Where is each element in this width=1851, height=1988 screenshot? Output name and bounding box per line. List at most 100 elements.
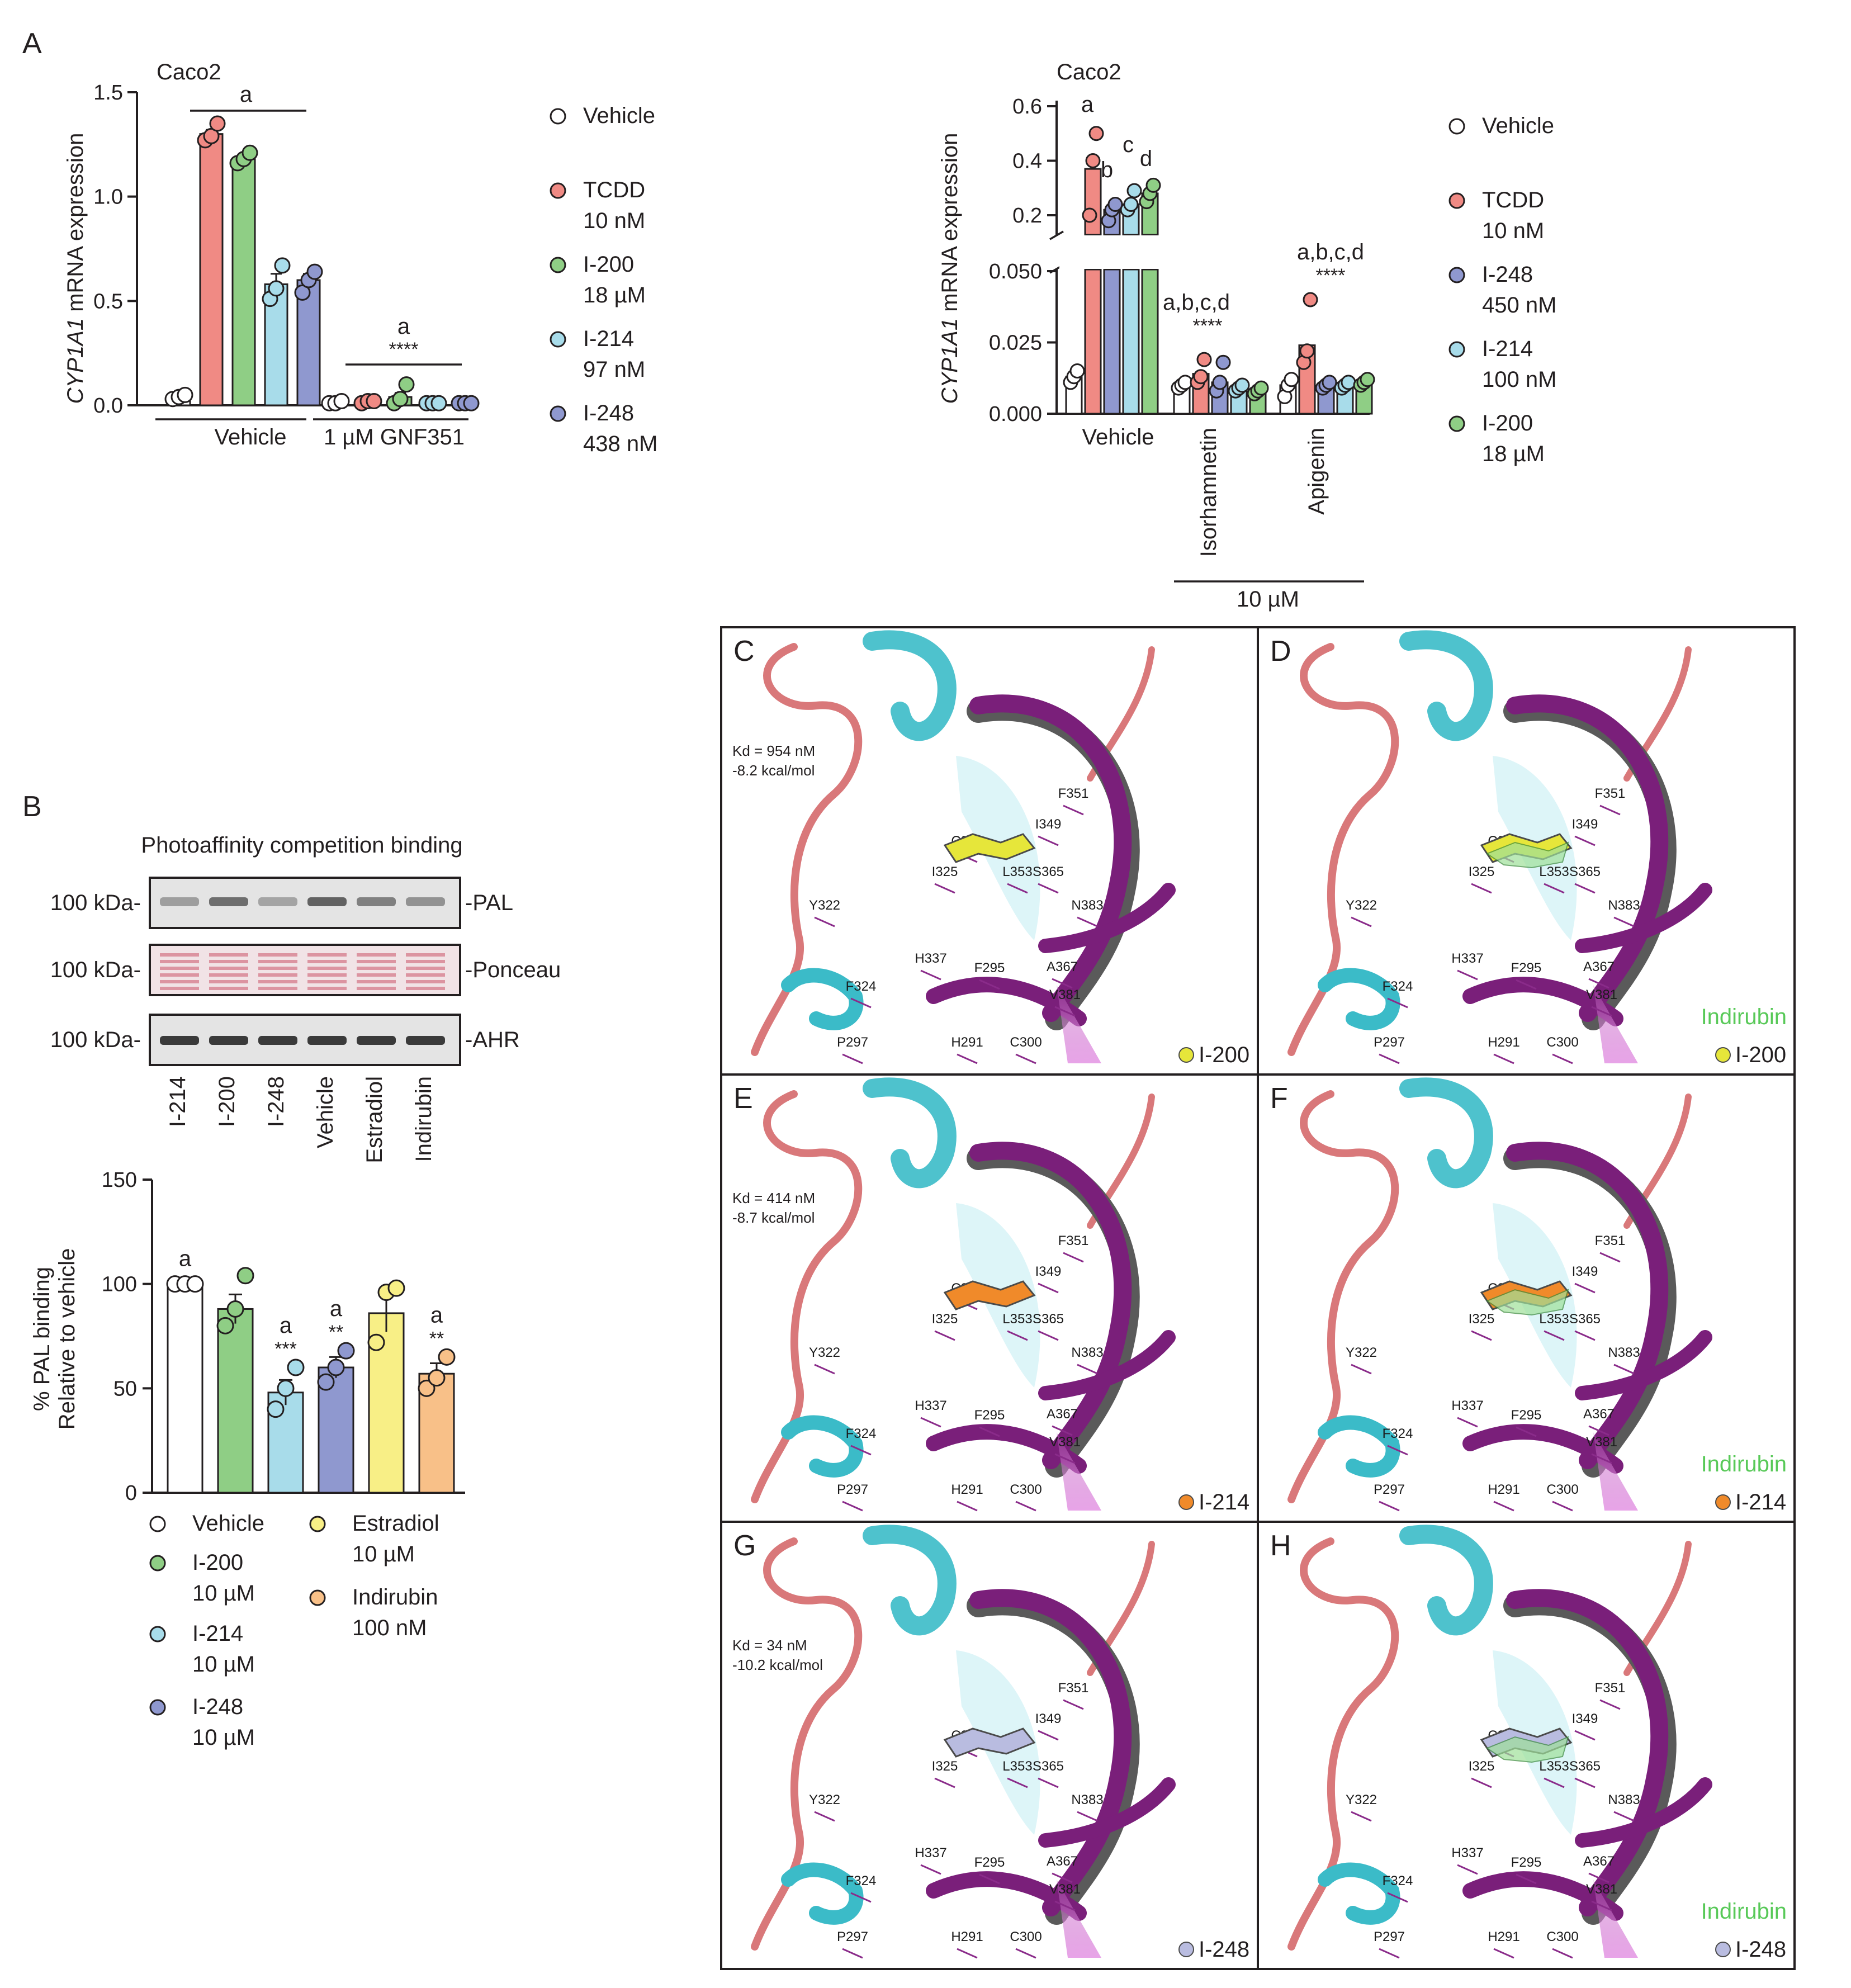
legend-a2-label-i-200: I-200 [1482,411,1533,436]
legend-a1-marker-vehicle [550,108,566,125]
residue-label-n383: N383 [1608,898,1640,913]
blot-band-ponceau [307,967,347,970]
residue-label-s365: S365 [1569,1759,1601,1774]
ligand-indirubin-overlay [1485,1736,1569,1763]
residue-stick [1063,1252,1084,1263]
blot-band-ponceau [160,960,199,963]
chart-a2-api-letters: a,b,c,d [1297,240,1364,264]
residue-stick [934,883,955,894]
legend-a1-conc-i-248: 438 nM [583,432,657,456]
legend-b-label-i-248: I-248 [192,1694,243,1719]
chart-b-point [277,1379,295,1397]
protein-strand-right [1038,883,1176,953]
protein-helix [1399,1525,1493,1636]
residue-stick [957,1948,978,1959]
docking-energy: -8.2 kcal/mol [732,762,815,779]
protein-strand-arrow [1593,1432,1638,1511]
blot-band-ponceau [258,967,297,970]
docking-panel-e: F351I349C333I325L353S365Y322N383H337F295… [732,1077,1249,1514]
blot-band-ahr [258,1036,297,1045]
residue-stick [1574,1282,1596,1294]
protein-strand-arrow [1057,1880,1101,1958]
legend-b-conc-i-200: 10 µM [192,1581,255,1606]
blot-band-ponceau [209,953,248,957]
chart-b-point [287,1359,305,1376]
protein-helix-lower [1318,1862,1400,1925]
protein-coil [1287,1090,1399,1503]
legend-b-marker-i-214 [149,1626,166,1643]
residue-stick [934,1777,955,1788]
residue-label-c300: C300 [1546,1482,1578,1497]
chart-a1-sig-stars-2: **** [389,339,419,360]
residue-label-y322: Y322 [1346,898,1377,913]
protein-strand-right [1038,1777,1176,1848]
residue-label-p297: P297 [837,1929,868,1944]
blot-band-ponceau [258,980,297,983]
protein-helix-lower [1318,1415,1400,1478]
residue-label-f295: F295 [974,960,1005,976]
chart-b-stars: ** [329,1322,343,1343]
residue-stick [814,1811,835,1822]
residue-label-v381: V381 [1586,1882,1617,1897]
blot-lane-label-estradiol: Estradiol [362,1076,387,1163]
blot-band-ponceau [307,960,347,963]
chart-b-bar-i-200 [217,1308,254,1494]
docking-kd: Kd = 414 nM [732,1190,815,1206]
legend-a-right: Vehicle TCDD 10 nM I-248 450 nM I-214 100 nM I-… [1448,113,1556,466]
legend-a1-label-vehicle: Vehicle [583,103,655,128]
residue-stick [1588,1425,1609,1436]
chart-a2-bar-lower [1084,268,1102,415]
residue-stick [1052,1425,1073,1436]
chart-b-point [327,1359,345,1376]
chart-b-point [337,1342,355,1360]
residue-label-a367: A367 [1047,1854,1078,1869]
residue-label-h291: H291 [1488,1482,1519,1497]
residue-stick [1457,1417,1478,1428]
chart-a2-ylabel: CYP1A1 mRNA expression [938,133,962,404]
chart-a2-ytick-label: 0.025 [989,332,1042,355]
residue-label-v381: V381 [1049,1435,1081,1450]
residue-label-i325: I325 [1469,1759,1495,1774]
residue-stick [920,1417,941,1428]
legend-b-label-estradiol: Estradiol [352,1511,439,1536]
chart-a2-point [1299,343,1315,359]
residue-stick [1574,883,1596,894]
chart-b-stars: *** [274,1338,297,1360]
residue-label-h291: H291 [951,1482,983,1497]
residue-stick [1077,1811,1098,1822]
residue-label-y322: Y322 [809,1345,840,1360]
legend-a1-marker-tcdd [550,182,566,199]
docking-panel-f: F351I349C333I325L353S365Y322N383H337F295… [1270,1077,1787,1514]
residue-label-f351: F351 [1595,786,1626,801]
residue-label-y322: Y322 [809,1792,840,1807]
panel-b-chart: % PAL binding Relative to vehicle 0 50 100… [30,1168,465,1505]
residue-label-i349: I349 [1035,817,1062,832]
residue-label-f295: F295 [1511,960,1542,976]
chart-a1-bar [296,279,321,406]
chart-a2-point [1177,375,1193,390]
residue-stick [1052,978,1073,989]
blot-band-ponceau [406,987,445,990]
residue-stick [1077,916,1098,927]
residue-stick [842,1501,863,1512]
chart-a1-bar [231,158,256,406]
residue-label-i349: I349 [1572,817,1598,832]
blot-band-ahr [160,1036,199,1045]
legend-b-conc-i-248: 10 µM [192,1725,255,1750]
residue-label-n383: N383 [1071,898,1103,913]
legend-b-conc-estradiol: 10 µM [352,1542,415,1566]
docking-ligand-label: I-248 [1735,1937,1786,1962]
chart-a1-point [430,395,447,411]
chart-b-ylabel-1: % PAL binding [30,1267,54,1411]
legend-a2-conc-i-248: 450 nM [1482,293,1556,318]
docking-panel-d: F351I349C333I325L353S365Y322N383H337F295… [1270,630,1787,1067]
residue-label-i349: I349 [1035,1711,1062,1726]
residue-label-a367: A367 [1047,959,1078,974]
docking-panel-letter: F [1270,1082,1288,1115]
residue-stick [979,979,1000,990]
residue-stick [1552,1053,1573,1064]
legend-b-conc-i-214: 10 µM [192,1652,255,1677]
chart-a1-point [392,391,409,408]
blot-band-ponceau [258,953,297,957]
protein-strand-arrow [1057,985,1101,1063]
